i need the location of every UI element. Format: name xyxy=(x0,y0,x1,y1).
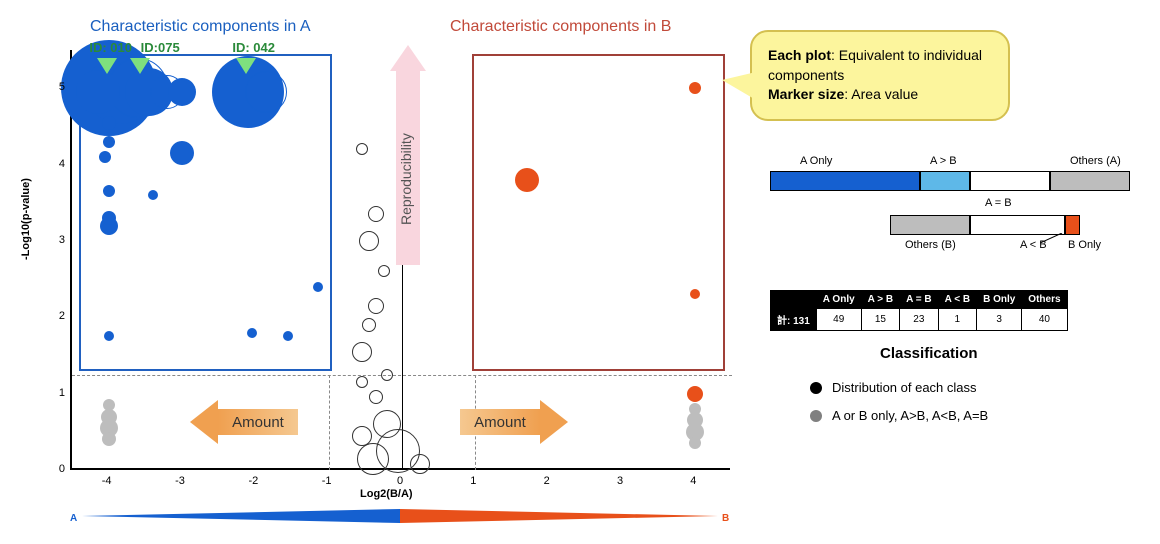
callout-box: Each plot: Equivalent to individual comp… xyxy=(750,30,1010,121)
x-tick: 3 xyxy=(610,475,630,487)
bubble xyxy=(170,141,194,165)
reproducibility-arrow: Reproducibility xyxy=(390,45,426,265)
bubble xyxy=(689,82,701,94)
x-tick: 1 xyxy=(463,475,483,487)
y-tick: 1 xyxy=(50,387,65,399)
bubble xyxy=(148,190,158,200)
classification-table: A OnlyA > BA = BA < BB OnlyOthers 計: 131… xyxy=(770,290,1068,331)
bubble xyxy=(245,71,287,113)
bubble xyxy=(102,432,116,446)
y-tick: 5 xyxy=(50,81,65,93)
x-tick: 0 xyxy=(390,475,410,487)
bubble xyxy=(168,78,196,106)
amount-arrow-left: Amount xyxy=(190,400,298,444)
grad-b-label: B xyxy=(722,513,729,524)
y-tick: 4 xyxy=(50,158,65,170)
id-arrow-icon xyxy=(130,58,150,74)
title-a: Characteristic components in A xyxy=(90,18,311,36)
bubble xyxy=(362,318,376,332)
bubble xyxy=(515,168,539,192)
bubble xyxy=(690,289,700,299)
bubble xyxy=(378,265,390,277)
bubble xyxy=(356,143,368,155)
bubble xyxy=(352,342,372,362)
bubble xyxy=(359,231,379,251)
bubble xyxy=(103,136,115,148)
bubble xyxy=(357,443,389,475)
bubble xyxy=(102,211,116,225)
y-tick: 0 xyxy=(50,463,65,475)
x-tick: 2 xyxy=(537,475,557,487)
bubble xyxy=(99,151,111,163)
id-label: ID: 010 xyxy=(89,40,132,55)
bubble xyxy=(368,298,384,314)
volcano-chart: Characteristic components in A Character… xyxy=(10,10,750,534)
amount-arrow-right: Amount xyxy=(460,400,568,444)
frame-b xyxy=(472,54,725,371)
x-tick: -2 xyxy=(243,475,263,487)
bubble xyxy=(369,390,383,404)
title-b: Characteristic components in B xyxy=(450,18,671,36)
bubble xyxy=(410,454,430,474)
bubble xyxy=(102,116,116,130)
classification-title: Classification xyxy=(880,345,978,362)
x-tick: -1 xyxy=(317,475,337,487)
x-tick: -4 xyxy=(97,475,117,487)
bubble xyxy=(368,206,384,222)
bubble xyxy=(247,328,257,338)
legend-item-2: A or B only, A>B, A<B, A=B xyxy=(810,408,988,423)
id-label: ID: 042 xyxy=(232,40,275,55)
x-tick: -3 xyxy=(170,475,190,487)
gradient-bar: A B xyxy=(70,508,730,523)
x-axis-label: Log2(B/A) xyxy=(360,488,413,500)
grad-a-label: A xyxy=(70,513,77,524)
bubble xyxy=(313,282,323,292)
legend-item-1: Distribution of each class xyxy=(810,380,977,395)
bubble xyxy=(283,331,293,341)
bubble xyxy=(104,331,114,341)
bubble xyxy=(76,70,120,114)
y-tick: 2 xyxy=(50,310,65,322)
bubble xyxy=(689,437,701,449)
id-arrow-icon xyxy=(236,58,256,74)
bubble xyxy=(381,369,393,381)
y-tick: 3 xyxy=(50,234,65,246)
bubble xyxy=(687,386,703,402)
bubble xyxy=(103,185,115,197)
x-tick: 4 xyxy=(683,475,703,487)
bubble xyxy=(356,376,368,388)
y-axis-label: -Log10(p-value) xyxy=(20,178,32,260)
id-arrow-icon xyxy=(97,58,117,74)
id-label: ID:075 xyxy=(141,40,180,55)
